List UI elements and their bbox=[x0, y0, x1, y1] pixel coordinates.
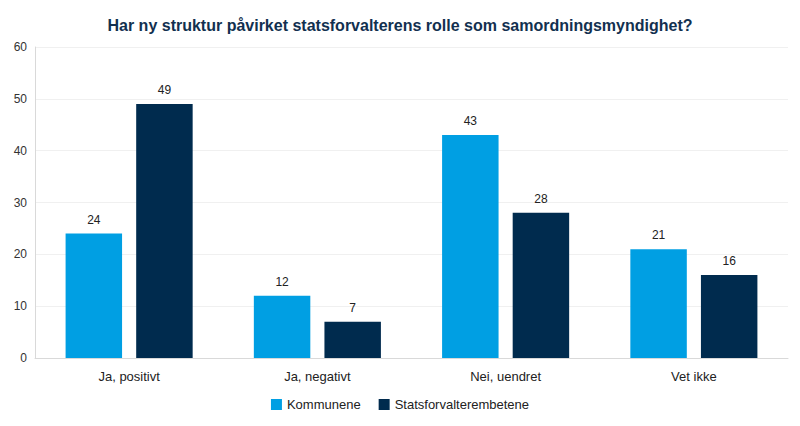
svg-text:28: 28 bbox=[534, 192, 548, 206]
svg-text:Nei, uendret: Nei, uendret bbox=[470, 369, 541, 384]
svg-text:16: 16 bbox=[722, 254, 736, 268]
svg-text:60: 60 bbox=[14, 40, 28, 54]
svg-text:7: 7 bbox=[349, 301, 356, 315]
svg-text:40: 40 bbox=[14, 144, 28, 158]
svg-text:12: 12 bbox=[275, 275, 289, 289]
svg-text:10: 10 bbox=[14, 299, 28, 313]
svg-text:50: 50 bbox=[14, 92, 28, 106]
svg-text:Statsforvalterembetene: Statsforvalterembetene bbox=[395, 397, 529, 412]
svg-text:49: 49 bbox=[158, 83, 172, 97]
svg-text:24: 24 bbox=[87, 213, 101, 227]
svg-text:Vet ikke: Vet ikke bbox=[671, 369, 717, 384]
svg-text:20: 20 bbox=[14, 247, 28, 261]
svg-text:Kommunene: Kommunene bbox=[287, 397, 361, 412]
svg-text:Ja, positivt: Ja, positivt bbox=[98, 369, 160, 384]
svg-text:Ja, negativt: Ja, negativt bbox=[284, 369, 351, 384]
svg-text:Har ny struktur påvirket stats: Har ny struktur påvirket statsforvaltere… bbox=[107, 17, 692, 34]
svg-text:0: 0 bbox=[20, 351, 27, 365]
svg-text:30: 30 bbox=[14, 196, 28, 210]
svg-text:43: 43 bbox=[464, 114, 478, 128]
svg-text:21: 21 bbox=[652, 228, 666, 242]
